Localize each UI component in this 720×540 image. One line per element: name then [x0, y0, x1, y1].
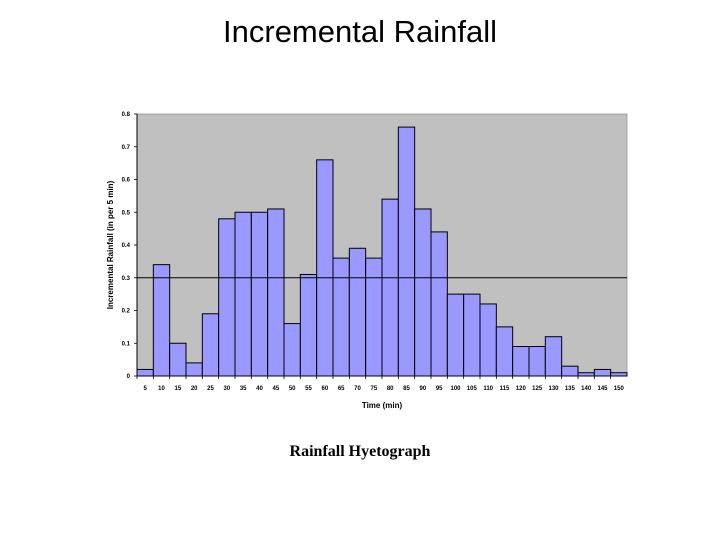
x-tick-label: 115 [500, 386, 510, 392]
x-tick-label: 25 [207, 386, 214, 392]
x-tick-label: 40 [256, 386, 263, 392]
x-tick-label: 5 [143, 386, 147, 392]
x-tick-label: 70 [354, 386, 361, 392]
y-tick-label: 0 [127, 374, 131, 380]
bar-85 [397, 126, 416, 377]
bar-135 [561, 365, 579, 377]
x-tick-label: 10 [158, 386, 165, 392]
bar-90 [414, 208, 432, 377]
bar-145 [593, 368, 612, 377]
bar-65 [332, 257, 350, 377]
bar-20 [185, 362, 203, 377]
bar-70 [348, 247, 367, 377]
x-tick-label: 45 [272, 386, 279, 392]
chart-caption: Rainfall Hyetograph [289, 443, 431, 460]
x-tick-label: 140 [581, 386, 592, 392]
x-tick-label: 60 [321, 386, 328, 392]
x-tick-label: 15 [174, 386, 181, 392]
bar-95 [430, 231, 448, 377]
bar-10 [152, 264, 171, 377]
x-tick-label: 20 [191, 386, 198, 392]
y-tick-label: 0.3 [122, 276, 131, 282]
y-axis: 0 0.1 0.2 0.3 0.4 0.5 0.6 0.7 0.8 [122, 112, 138, 380]
x-tick-label: 130 [548, 386, 559, 392]
bar-35 [234, 211, 252, 377]
bar-105 [463, 293, 481, 377]
x-tick-label: 105 [467, 386, 478, 392]
slide-title: Incremental Rainfall [223, 14, 497, 49]
bar-75 [365, 257, 383, 377]
y-tick-label: 0.8 [122, 112, 131, 118]
x-axis-label: Time (min) [362, 401, 403, 410]
bar-30 [218, 218, 236, 377]
bar-series [136, 126, 628, 377]
x-tick-label: 135 [565, 386, 576, 392]
x-tick-label: 125 [532, 386, 543, 392]
x-tick-label: 30 [223, 386, 230, 392]
x-tick-label: 65 [338, 386, 345, 392]
y-tick-label: 0.7 [122, 145, 131, 151]
x-tick-label: 110 [483, 386, 493, 392]
x-tick-label: 75 [370, 386, 377, 392]
y-tick-label: 0.2 [122, 309, 131, 315]
bar-45 [267, 208, 285, 377]
x-tick-label: 145 [597, 386, 608, 392]
bar-40 [250, 211, 269, 377]
y-tick-label: 0.5 [122, 210, 131, 216]
x-tick-label: 120 [516, 386, 527, 392]
y-tick-label: 0.1 [122, 341, 131, 347]
x-tick-label: 50 [289, 386, 296, 392]
y-tick-label: 0.6 [122, 178, 131, 184]
x-axis: 5 10 15 20 25 30 35 40 45 50 55 60 65 70 75 80 85 90 95 100… [136, 375, 627, 392]
bar-25 [201, 313, 220, 377]
x-tick-label: 55 [305, 386, 312, 392]
x-tick-label: 95 [436, 386, 443, 392]
bar-60 [316, 159, 334, 377]
bar-5 [136, 368, 154, 377]
x-tick-label: 90 [419, 386, 426, 392]
bar-130 [544, 336, 563, 377]
x-tick-label: 85 [403, 386, 410, 392]
bar-15 [169, 342, 187, 377]
x-tick-label: 100 [450, 386, 461, 392]
x-tick-label: 150 [614, 386, 625, 392]
bar-55 [299, 273, 318, 377]
bar-110 [479, 303, 497, 377]
bar-115 [495, 326, 514, 377]
bar-80 [381, 198, 399, 377]
bar-125 [528, 346, 546, 377]
x-tick-label: 80 [387, 386, 394, 392]
bar-50 [283, 323, 301, 377]
y-axis-label: Incremental Rainfall (in per 5 min) [106, 180, 115, 309]
y-tick-label: 0.4 [122, 243, 131, 249]
bar-120 [512, 346, 530, 377]
x-tick-label: 35 [240, 386, 247, 392]
bar-100 [446, 293, 465, 377]
